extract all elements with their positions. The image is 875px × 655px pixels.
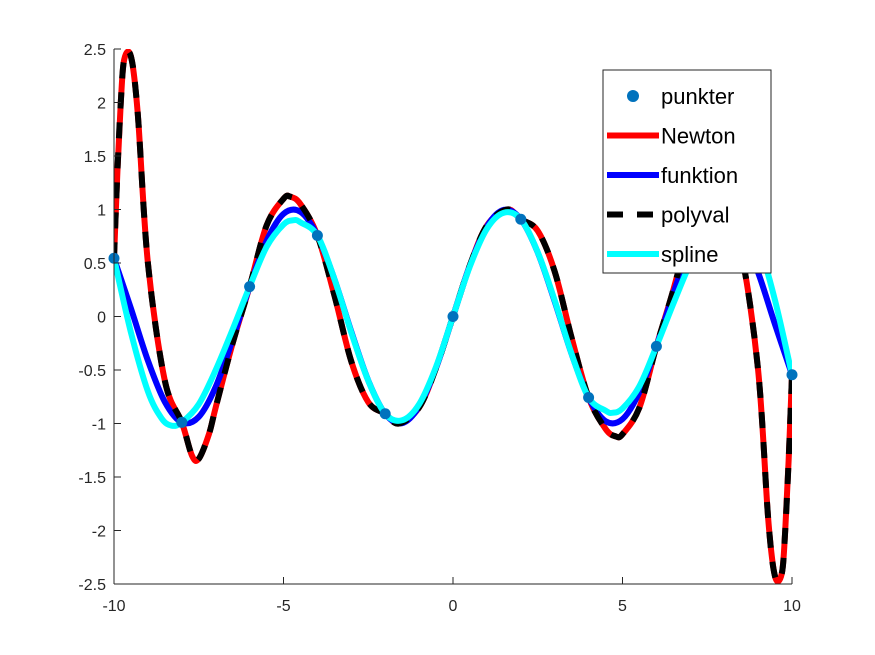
legend-label-funktion: funktion (661, 163, 738, 188)
legend-label-spline: spline (661, 242, 718, 267)
data-point (583, 391, 595, 403)
legend-label-punkter: punkter (661, 84, 734, 109)
data-point (650, 340, 662, 352)
data-point (311, 230, 323, 242)
data-point (244, 281, 256, 293)
data-point (786, 369, 798, 381)
y-tick-label: 1.5 (84, 149, 106, 166)
x-tick-label: 0 (449, 598, 458, 615)
legend-marker-punkter (627, 90, 639, 102)
data-point (447, 311, 459, 322)
y-tick-label: -1.5 (78, 470, 106, 487)
data-point (379, 408, 391, 420)
data-point (515, 213, 527, 225)
y-tick-label: -2.5 (78, 577, 106, 594)
x-tick-label: -5 (276, 598, 290, 615)
legend-label-newton: Newton (661, 124, 736, 149)
y-tick-label: 2 (97, 96, 106, 113)
x-tick-label: 5 (618, 598, 627, 615)
y-tick-label: 0.5 (84, 256, 106, 273)
y-tick-label: -1 (92, 417, 106, 434)
x-tick-label: -10 (102, 598, 125, 615)
x-tick-label: 10 (783, 598, 801, 615)
y-tick-label: 1 (97, 203, 106, 220)
legend: punkter Newton funktion polyval spline (602, 69, 772, 274)
y-tick-label: 0 (97, 310, 106, 327)
axes-layer: -10 -5 0 5 10 2.5 2 1.5 1 0.5 0 -0.5 -1 -1.5 -2 -2.5 (78, 42, 801, 615)
y-tick-label: -0.5 (78, 363, 106, 380)
y-tick-label: 2.5 (84, 42, 106, 59)
y-tick-label: -2 (92, 524, 106, 541)
data-point (176, 416, 188, 428)
legend-box (602, 69, 772, 274)
legend-label-polyval: polyval (661, 203, 729, 228)
